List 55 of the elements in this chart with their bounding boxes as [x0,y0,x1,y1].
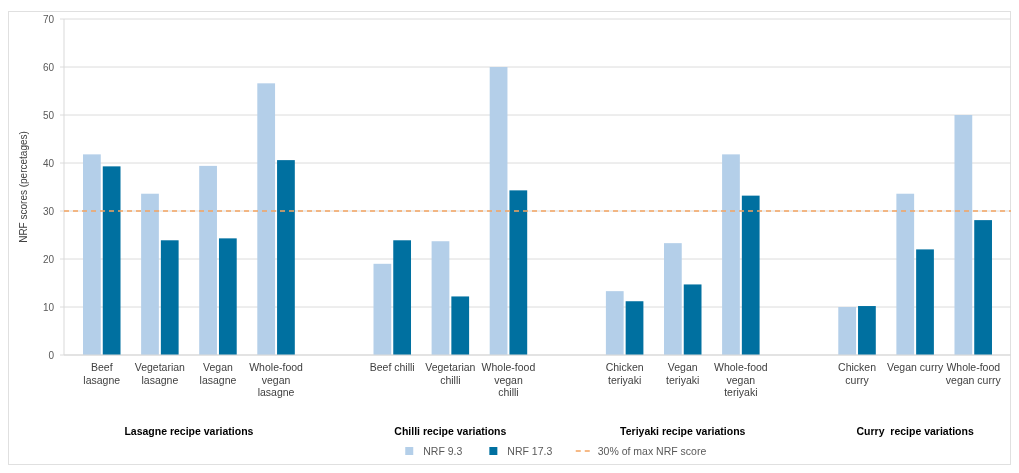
bar [683,284,702,355]
bar [625,301,644,355]
bar [393,240,412,355]
x-tick-label: Vegetarian chilli [425,361,476,386]
x-tick-label: Chicken teriyaki [605,361,644,386]
x-tick-label: Vegan curry [887,361,944,373]
bar [916,249,934,355]
y-tick-label: 20 [42,253,55,265]
text: Teriyaki recipe variations [620,425,746,437]
x-tick-label: Whole-food vegan lasagne [249,361,304,398]
legend-label: NRF 17.3 [507,445,553,457]
y-tick-label: 10 [42,301,55,313]
bar [722,154,740,355]
bar [896,193,915,355]
x-tick-label: Vegetarian lasagne [134,361,186,386]
bar [431,241,450,355]
legend-label: NRF 9.3 [423,445,463,457]
x-tick-label: Chicken curry [838,361,877,386]
bar [605,291,624,355]
x-tick-label: Whole-food vegan chilli [481,361,536,398]
bar [858,306,876,355]
legend-label: 30% of max NRF score [597,445,707,457]
y-tick-label: 60 [42,61,55,73]
bar [954,115,973,355]
bar [218,238,237,355]
y-tick-label: 30 [42,205,55,217]
x-tick-label: Beef chilli [369,361,415,373]
y-tick-label: 0 [48,349,55,361]
x-tick-label: Whole-food vegan teriyaki [713,361,768,398]
bar [489,67,508,355]
bar [451,296,470,355]
y-tick-label: 70 [42,13,55,25]
x-tick-label: Vegan teriyaki [666,361,700,386]
x-tick-label: Vegan lasagne [199,361,237,386]
y-tick-label: 50 [42,109,55,121]
bar [974,220,992,355]
text: Lasagne recipe variations [124,425,254,437]
bar [199,165,217,355]
x-tick-label: Beef lasagne [83,361,121,386]
bar [509,190,528,355]
bar [277,160,295,355]
text: Curry recipe variations [856,425,974,437]
y-tick-label: 40 [42,157,55,169]
text: Chilli recipe variations [394,425,507,437]
y-axis-title: NRF scores (percetages) [18,131,29,243]
bar [741,195,760,355]
bar [838,307,857,355]
bar [102,166,121,355]
bar [160,240,179,355]
bar [663,243,682,355]
bar [257,83,276,355]
x-tick-label: Whole-food vegan curry [945,361,1002,386]
bar [373,263,392,355]
bar [83,154,101,355]
bar [141,193,159,355]
